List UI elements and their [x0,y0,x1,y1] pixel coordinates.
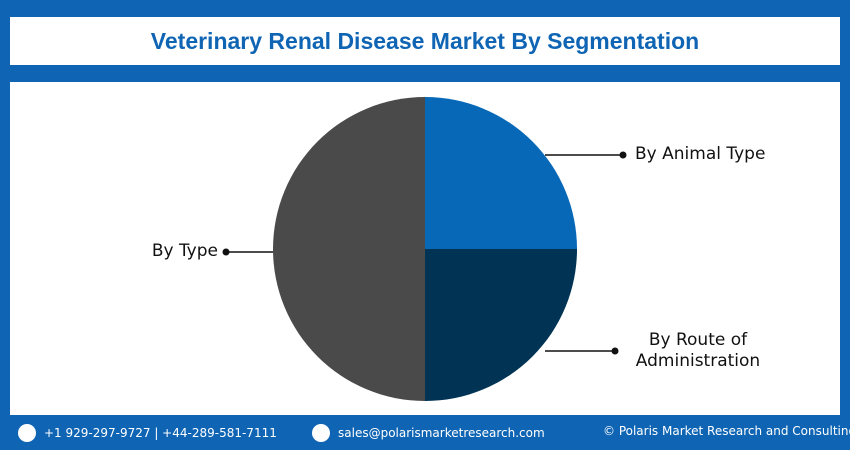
email: sales@polarismarketresearch.com [338,426,545,440]
copyright: © Polaris Market Research and Consulting… [603,424,850,438]
slice-label: By Animal Type [635,144,766,164]
chart-title: Veterinary Renal Disease Market By Segme… [150,27,700,54]
phone-info: +1 929-297-9727 | +44-289-581-7111 [18,424,277,442]
title-box: Veterinary Renal Disease Market By Segme… [10,17,840,65]
leader-dot [222,248,230,256]
phone-icon [18,424,36,442]
pie-slice [425,97,577,249]
email-info: sales@polarismarketresearch.com [312,424,545,442]
pie-slice [273,97,425,401]
leader-dot [619,151,627,159]
copyright-text: © Polaris Market Research and Consulting… [603,424,850,438]
phone: +1 929-297-9727 | +44-289-581-7111 [44,426,277,440]
slice-label: By Type [151,241,218,261]
email-icon [312,424,330,442]
slice-label: By Route of Administration [635,330,761,371]
pie-slice [425,249,577,401]
leader-dot [611,347,619,355]
